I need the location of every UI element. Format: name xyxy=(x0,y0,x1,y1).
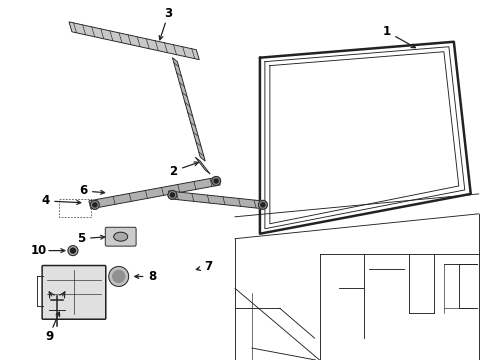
Text: 7: 7 xyxy=(204,260,212,273)
Circle shape xyxy=(90,201,99,209)
Circle shape xyxy=(214,179,218,183)
FancyBboxPatch shape xyxy=(105,227,136,246)
Polygon shape xyxy=(196,157,210,174)
Circle shape xyxy=(113,270,124,283)
Text: 9: 9 xyxy=(45,330,53,343)
Circle shape xyxy=(71,248,75,253)
Circle shape xyxy=(212,176,220,185)
Polygon shape xyxy=(172,58,205,161)
Circle shape xyxy=(171,193,174,197)
FancyBboxPatch shape xyxy=(42,266,106,319)
Text: 1: 1 xyxy=(383,25,392,38)
Circle shape xyxy=(258,201,268,209)
Text: 6: 6 xyxy=(79,184,87,197)
Circle shape xyxy=(109,266,129,287)
Circle shape xyxy=(68,246,78,256)
Text: 3: 3 xyxy=(164,8,172,21)
Text: 10: 10 xyxy=(31,244,47,257)
Polygon shape xyxy=(169,191,264,209)
Circle shape xyxy=(261,203,265,207)
Text: 5: 5 xyxy=(77,232,85,245)
Polygon shape xyxy=(69,22,199,60)
Ellipse shape xyxy=(114,232,128,241)
Circle shape xyxy=(168,190,177,199)
Polygon shape xyxy=(89,177,220,209)
Text: 2: 2 xyxy=(170,165,177,177)
Text: 8: 8 xyxy=(148,270,157,283)
Text: 4: 4 xyxy=(41,194,49,207)
Circle shape xyxy=(93,203,97,207)
